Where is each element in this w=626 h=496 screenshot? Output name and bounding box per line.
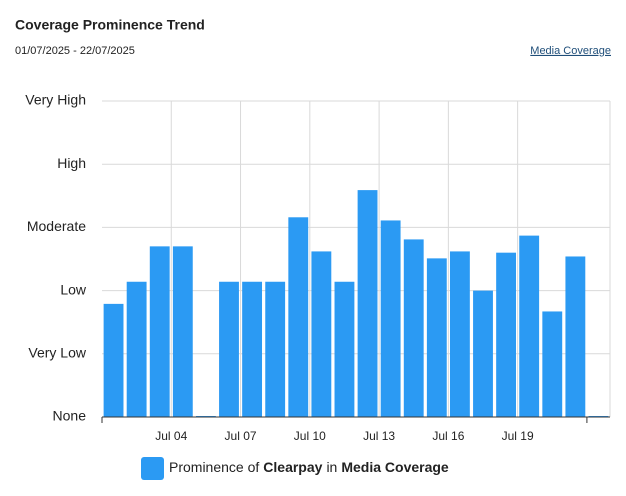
y-tick-label: Low bbox=[60, 281, 87, 297]
legend-part: Clearpay bbox=[263, 459, 322, 475]
legend-swatch bbox=[141, 457, 164, 480]
bar bbox=[473, 290, 493, 417]
chart-title: Coverage Prominence Trend bbox=[15, 17, 205, 33]
date-range: 01/07/2025 - 22/07/2025 bbox=[15, 45, 135, 57]
bar bbox=[496, 252, 517, 417]
bar bbox=[542, 311, 563, 417]
y-tick-label: High bbox=[57, 155, 86, 171]
bar bbox=[565, 256, 586, 417]
bar bbox=[103, 303, 124, 417]
x-tick-label: Jul 16 bbox=[432, 429, 464, 443]
legend-part: in bbox=[326, 459, 337, 475]
y-tick-label: Moderate bbox=[27, 218, 86, 234]
legend-part: Prominence of bbox=[169, 459, 259, 475]
bar bbox=[172, 246, 193, 417]
bar bbox=[126, 281, 147, 417]
bar bbox=[449, 251, 470, 417]
bar bbox=[426, 258, 447, 417]
y-tick-label: Very High bbox=[25, 92, 86, 108]
bar bbox=[403, 239, 424, 417]
bar bbox=[265, 281, 286, 417]
bar bbox=[242, 281, 263, 417]
bar bbox=[311, 251, 332, 417]
channel-link[interactable]: Media Coverage bbox=[530, 45, 611, 57]
bar bbox=[219, 281, 239, 417]
y-tick-label: Very Low bbox=[28, 345, 86, 361]
x-tick-label: Jul 07 bbox=[225, 429, 257, 443]
bar bbox=[288, 217, 309, 417]
x-tick-label: Jul 19 bbox=[502, 429, 534, 443]
bar bbox=[519, 235, 540, 417]
x-tick-label: Jul 13 bbox=[363, 429, 395, 443]
x-tick-label: Jul 10 bbox=[294, 429, 326, 443]
x-tick-label: Jul 04 bbox=[155, 429, 187, 443]
bar bbox=[380, 220, 401, 417]
legend-text: Prominence of Clearpay in Media Coverage bbox=[169, 459, 449, 475]
bar bbox=[357, 190, 378, 417]
legend-part: Media Coverage bbox=[341, 459, 449, 475]
bar bbox=[149, 246, 170, 417]
y-tick-label: None bbox=[53, 408, 87, 424]
bar bbox=[334, 281, 355, 417]
